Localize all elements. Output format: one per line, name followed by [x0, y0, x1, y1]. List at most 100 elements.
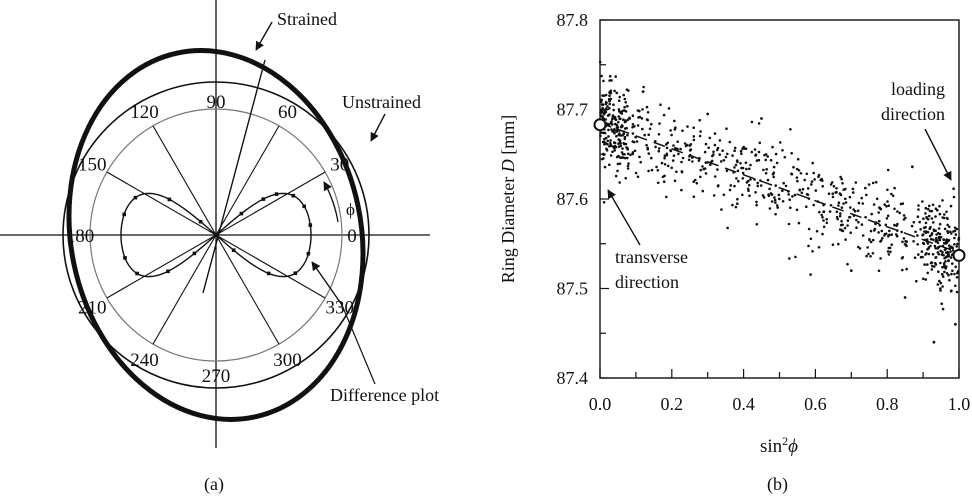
data-point — [856, 209, 860, 213]
data-point — [836, 217, 839, 221]
data-point — [769, 158, 773, 162]
data-point — [607, 135, 610, 138]
data-point — [655, 165, 658, 169]
data-point — [701, 165, 704, 168]
data-point — [943, 256, 946, 260]
y-tick-label: 87.7 — [557, 100, 589, 120]
reference-circle — [89, 108, 343, 362]
data-point — [930, 268, 934, 271]
data-point — [701, 189, 705, 193]
data-point — [846, 224, 849, 227]
data-point — [621, 156, 625, 159]
data-point — [748, 194, 751, 197]
data-point — [728, 188, 732, 192]
data-point — [665, 153, 669, 157]
data-point — [835, 190, 838, 194]
data-point — [841, 223, 844, 227]
data-point — [928, 209, 932, 213]
data-point — [618, 139, 622, 142]
data-point — [945, 265, 948, 269]
data-point — [941, 275, 945, 278]
data-point — [920, 250, 924, 253]
data-point — [778, 197, 781, 201]
data-point — [669, 129, 672, 132]
data-point — [703, 167, 707, 170]
data-point — [670, 166, 673, 170]
data-point — [880, 229, 884, 233]
data-point — [878, 219, 881, 223]
data-point — [910, 224, 914, 228]
data-point — [699, 168, 703, 172]
data-point — [636, 109, 640, 112]
data-point — [772, 175, 775, 179]
data-point — [656, 169, 660, 172]
y-tick-label: 87.6 — [557, 189, 589, 209]
angle-label-180: 180 — [66, 226, 95, 247]
data-point — [617, 133, 620, 137]
data-point — [950, 245, 953, 249]
data-point — [921, 200, 924, 203]
data-point — [735, 177, 738, 180]
data-point — [954, 265, 957, 269]
data-point — [864, 186, 867, 190]
data-point — [634, 171, 638, 175]
x-axis-label: sin2ϕ — [760, 434, 798, 457]
data-point — [731, 154, 734, 157]
data-point — [656, 181, 660, 185]
data-point — [941, 272, 944, 276]
data-point — [879, 240, 882, 243]
data-point — [615, 135, 618, 138]
data-point — [796, 179, 799, 183]
data-point — [766, 155, 769, 158]
data-point — [869, 240, 873, 244]
data-point — [851, 191, 855, 194]
data-point — [917, 204, 920, 207]
data-point — [728, 140, 732, 144]
data-point — [766, 178, 770, 182]
data-point — [745, 167, 748, 171]
data-point — [931, 203, 935, 207]
data-point — [755, 223, 759, 226]
data-point — [925, 216, 928, 220]
data-point — [951, 262, 954, 265]
data-point — [733, 146, 737, 150]
data-point — [601, 94, 604, 97]
data-point — [931, 253, 935, 256]
data-point — [623, 105, 626, 109]
data-point — [947, 244, 951, 247]
data-point — [934, 215, 937, 218]
y-axis-symbol: D — [498, 159, 518, 173]
data-point — [843, 226, 847, 230]
data-point — [624, 101, 627, 104]
data-point — [883, 203, 886, 206]
data-point — [789, 206, 792, 209]
data-point — [782, 181, 785, 185]
difference-point — [135, 271, 139, 276]
data-point — [890, 192, 893, 196]
data-point — [943, 213, 946, 216]
data-point — [790, 172, 794, 176]
data-point — [943, 241, 946, 245]
phi-arc-arrow — [323, 181, 339, 223]
difference-point — [291, 193, 296, 198]
data-point — [949, 290, 953, 293]
data-point — [950, 232, 953, 235]
data-point — [650, 122, 653, 126]
data-point — [887, 253, 891, 256]
x-tick-label: 1.0 — [948, 394, 971, 414]
data-point — [694, 178, 697, 182]
data-point — [840, 177, 843, 181]
data-point — [851, 187, 855, 191]
data-point — [611, 117, 614, 121]
data-point — [612, 115, 616, 119]
data-point — [659, 103, 662, 106]
data-point — [944, 260, 947, 263]
data-point — [887, 204, 891, 207]
data-point — [787, 193, 790, 196]
data-point — [741, 193, 744, 197]
data-point — [749, 163, 752, 167]
data-point — [626, 167, 630, 170]
difference-point — [133, 195, 138, 200]
data-point — [923, 263, 926, 266]
data-point — [924, 212, 927, 215]
